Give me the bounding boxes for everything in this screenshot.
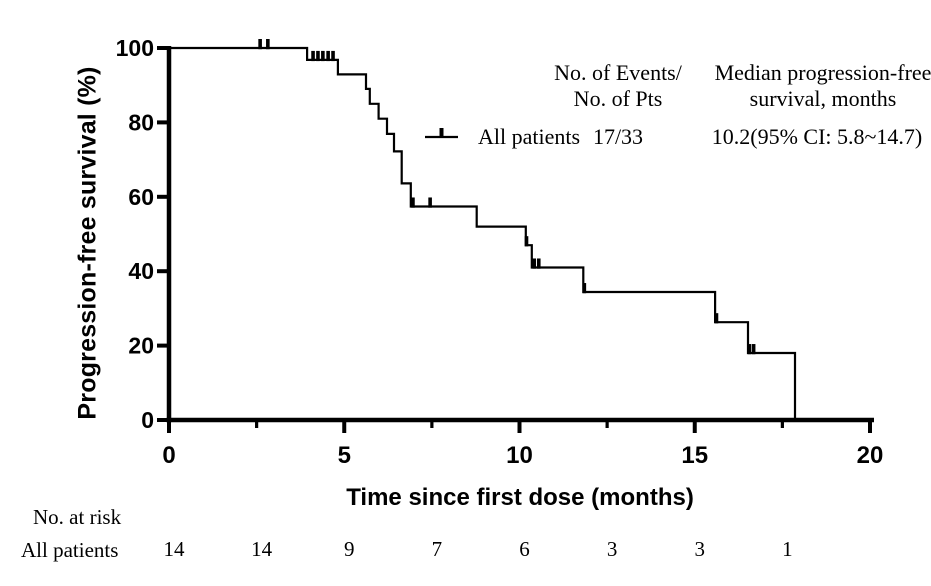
at-risk-value: 14 (163, 537, 185, 561)
at-risk-title: No. at risk (33, 505, 122, 529)
header-no-of-events-line1: No. of Events/ (554, 60, 682, 85)
y-tick-label: 40 (128, 258, 154, 284)
x-axis-title: Time since first dose (months) (346, 484, 694, 511)
header-no-of-events-line2: No. of Pts (573, 86, 663, 111)
header-median-pfs: Median progression-free survival, months (715, 60, 931, 112)
header-no-of-events: No. of Events/ No. of Pts (554, 60, 682, 112)
x-tick-label: 0 (162, 442, 175, 469)
legend-label-all-patients: All patients (478, 124, 581, 149)
at-risk-row-label: All patients (21, 538, 119, 562)
legend-events-value: 17/33 (592, 124, 644, 149)
at-risk-value: 14 (251, 537, 273, 561)
y-tick-label: 20 (128, 333, 154, 359)
y-tick-label: 60 (128, 184, 154, 210)
y-tick-label: 80 (128, 109, 154, 135)
x-tick-label: 5 (338, 442, 351, 469)
y-tick-label: 0 (141, 407, 154, 433)
at-risk-value: 3 (606, 537, 618, 561)
x-tick-label: 20 (857, 442, 884, 469)
header-median-pfs-line2: survival, months (749, 86, 897, 111)
at-risk-value: 1 (782, 537, 793, 561)
header-median-pfs-line1: Median progression-free (714, 60, 931, 85)
at-risk-value: 6 (519, 537, 530, 561)
at-risk-value: 3 (694, 537, 706, 561)
x-tick-label: 10 (506, 442, 533, 469)
at-risk-value: 9 (344, 537, 355, 561)
y-tick-label: 100 (116, 35, 154, 61)
km-curve-all-patients (169, 46, 797, 420)
y-axis-title: Progression-free survival (%) (73, 66, 102, 420)
legend-median-value: 10.2(95% CI: 5.8~14.7) (711, 124, 923, 149)
at-risk-value: 7 (431, 537, 443, 561)
x-tick-label: 15 (681, 442, 708, 469)
